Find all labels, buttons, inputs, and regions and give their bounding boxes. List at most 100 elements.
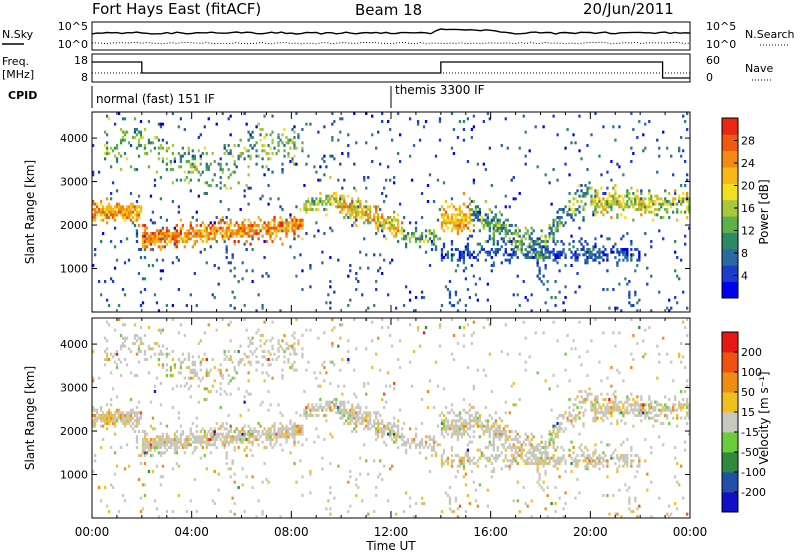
power-cell [500,144,503,147]
velocity-cell [482,454,485,457]
power-cell [111,213,115,217]
power-cell [624,256,627,259]
power-cell [163,240,167,243]
power-cell [530,248,533,251]
velocity-cell [153,438,157,441]
velocity-cell [436,443,440,447]
velocity-cell [93,408,97,412]
velocity-cell [377,424,380,428]
velocity-cell [265,430,268,433]
power-cell [135,168,139,171]
velocity-cell [544,459,547,463]
power-cell [333,200,336,203]
power-cell [319,200,322,203]
power-cell [103,130,107,134]
velocity-cell [235,440,238,444]
velocity-cell [213,432,216,436]
velocity-cell [614,512,617,516]
velocity-cell [488,459,491,463]
power-cell [195,218,198,222]
velocity-cell [618,331,621,335]
velocity-cell [211,432,214,436]
velocity-cell [257,422,260,425]
power-cell [486,221,489,225]
power-cell [157,157,161,161]
velocity-cell [257,328,260,332]
power-cell [612,197,615,201]
power-cell [614,194,617,198]
power-cell [263,221,266,225]
power-cell [377,218,380,222]
power-cell [139,130,143,134]
power-cell [255,125,258,129]
velocity-cell [365,411,368,415]
velocity-cell [283,427,286,431]
velocity-cell [387,326,390,329]
power-cell [263,240,266,243]
power-cell [125,216,129,219]
velocity-cell [506,352,509,356]
power-cell [157,138,161,142]
velocity-cell [536,467,539,471]
power-cell [303,208,306,211]
velocity-cell [500,419,503,423]
power-cell [353,216,356,219]
power-cell [213,229,216,233]
power-cell [171,237,175,241]
power-cell [478,218,481,222]
power-cell [315,208,318,211]
velocity-cell [534,456,537,460]
velocity-cell [464,419,468,423]
velocity-cell [620,443,623,447]
power-cell [556,226,559,230]
power-cell [658,146,661,150]
power-cell [92,264,95,267]
power-cell [301,288,304,291]
velocity-cell [464,454,468,457]
velocity-cell [578,432,581,436]
power-cell [626,248,629,251]
power-cell [363,178,366,182]
power-cell [528,149,531,153]
velocity-cell [556,384,559,388]
power-cell [536,250,539,254]
power-cell [470,213,474,217]
power-cell [301,224,304,227]
power-cell [464,218,468,222]
velocity-cell [189,368,192,372]
power-cell [125,213,129,217]
power-cell [598,261,601,265]
power-cell [504,250,507,254]
power-cell [572,197,575,201]
power-cell [438,117,442,121]
velocity-cell [610,411,613,415]
power-cell [351,208,354,211]
velocity-cell [522,486,525,489]
velocity-cell [355,424,358,428]
velocity-cell [552,424,555,428]
power-cell [620,250,623,254]
velocity-cell [474,488,478,492]
velocity-cell [462,398,466,401]
power-cell [365,218,368,222]
power-cell [181,237,184,241]
power-cell [109,208,113,211]
velocity-cell [377,430,380,433]
power-cell [115,210,119,214]
velocity-cell [590,400,593,404]
power-cell [189,162,192,166]
velocity-cell [303,408,306,412]
velocity-cell [470,406,474,409]
velocity-cell [103,419,107,423]
power-cell [590,133,593,137]
power-cell [500,224,503,227]
velocity-cell [101,414,105,417]
velocity-cell [492,446,495,449]
velocity-cell [337,408,340,412]
power-cell [546,256,549,259]
velocity-cell [498,438,501,441]
velocity-cell [522,320,525,324]
velocity-cell [554,424,557,428]
velocity-cell [299,424,302,428]
velocity-cell [273,432,276,436]
